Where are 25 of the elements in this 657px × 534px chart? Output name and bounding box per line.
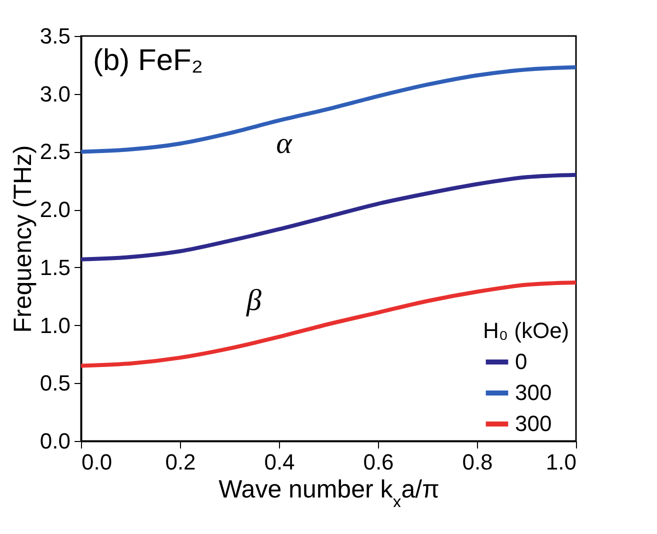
y-tick-label: 2.0 (40, 197, 70, 222)
x-tick-label: 0.0 (82, 450, 112, 474)
x-axis-title: Wave number k$_{x}$a/π (218, 476, 440, 511)
y-tick-label: 1.0 (40, 312, 70, 338)
y-tick-label: 0.0 (40, 428, 70, 454)
chart-title: (b) FeF₂ (93, 44, 203, 77)
y-tick-label: 0.5 (40, 370, 70, 396)
y-tick-label: 2.5 (40, 139, 70, 164)
annotation: β (246, 284, 262, 317)
legend-title: H₀ (kOe) (483, 318, 570, 343)
y-axis-title: Frequency (THz) (8, 145, 37, 333)
annotation: α (276, 127, 294, 160)
legend-label: 300 (515, 380, 552, 405)
legend-label: 300 (515, 411, 552, 436)
x-tick-label: 0.8 (462, 450, 493, 474)
y-tick-label: 3.0 (40, 81, 70, 106)
x-tick-label: 0.6 (363, 450, 394, 474)
x-tick-label: 0.2 (165, 450, 196, 474)
x-tick-label: 0.4 (264, 450, 295, 474)
y-tick-label: 3.5 (40, 24, 70, 48)
y-tick-label: 1.5 (40, 254, 70, 280)
x-tick-label: 1.0 (546, 450, 576, 474)
legend-label: 0 (515, 349, 528, 374)
line-series (81, 172, 576, 262)
line-series (81, 280, 576, 368)
